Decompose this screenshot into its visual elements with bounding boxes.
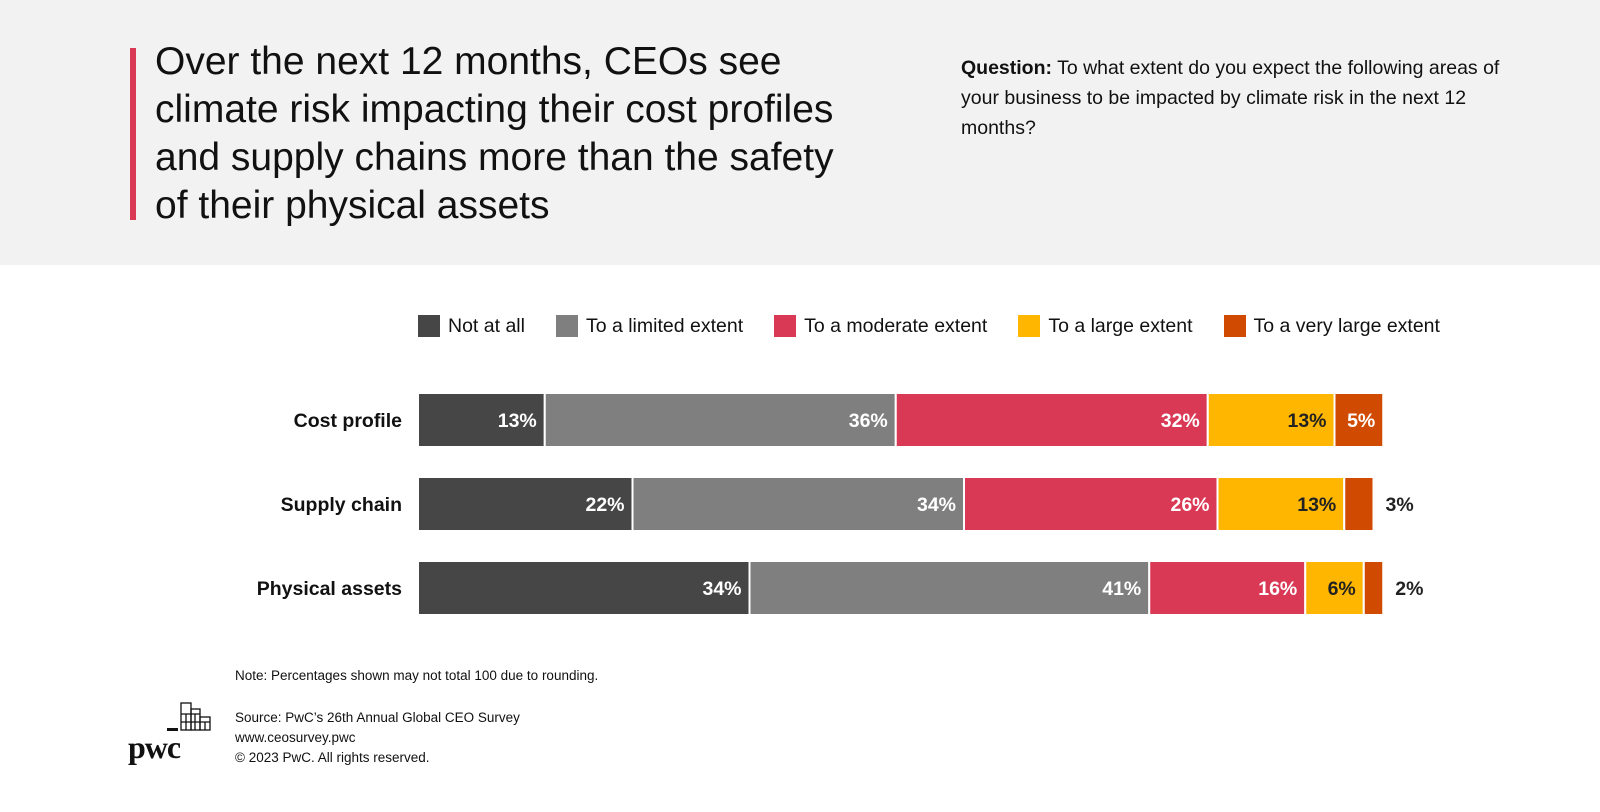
stacked-bar-chart: Cost profile 13% 36% 32% 13% 5% Supply chain 22… bbox=[257, 392, 1423, 616]
survey-question: Question: To what extent do you expect t… bbox=[961, 53, 1521, 143]
data-label: 22% bbox=[585, 494, 624, 516]
data-label: 16% bbox=[1258, 578, 1297, 600]
bar-segment bbox=[1216, 476, 1346, 532]
question-label: Question: bbox=[961, 57, 1052, 79]
legend-item: To a limited extent bbox=[555, 314, 744, 338]
page-title: Over the next 12 months, CEOs see climat… bbox=[155, 40, 834, 227]
data-label: 3% bbox=[1386, 494, 1414, 516]
bar-segment bbox=[963, 476, 1219, 532]
category-label: Physical assets bbox=[257, 578, 402, 600]
legend-item: Not at all bbox=[418, 315, 525, 338]
legend-item: To a moderate extent bbox=[774, 315, 987, 338]
accent-bar bbox=[130, 48, 136, 220]
bar-segment bbox=[1343, 476, 1375, 532]
legend-item: To a large extent bbox=[1018, 314, 1193, 338]
legend-swatch bbox=[555, 315, 578, 337]
data-label: 2% bbox=[1395, 578, 1423, 600]
legend-label: To a limited extent bbox=[585, 314, 744, 337]
bar-segment bbox=[748, 560, 1151, 616]
legend-swatch bbox=[774, 315, 797, 337]
data-label: 26% bbox=[1170, 494, 1209, 516]
legend-swatch bbox=[1223, 315, 1246, 337]
chart-legend: Not at all To a limited extent To a modera… bbox=[418, 314, 1471, 338]
legend-item: To a very large extent bbox=[1223, 314, 1440, 338]
bar-segment bbox=[1304, 560, 1365, 616]
header-band bbox=[0, 0, 1600, 265]
data-label: 41% bbox=[1102, 578, 1141, 600]
chart-note: Note: Percentages shown may not total 10… bbox=[235, 668, 599, 683]
data-label: 5% bbox=[1347, 410, 1375, 432]
pwc-logo: pwc bbox=[128, 702, 211, 765]
data-label: 6% bbox=[1328, 578, 1356, 600]
bar-segment bbox=[1333, 392, 1385, 448]
bar-segment bbox=[417, 392, 546, 448]
category-label: Cost profile bbox=[294, 410, 402, 432]
bar-segment bbox=[631, 476, 965, 532]
bar-segment bbox=[543, 392, 897, 448]
footer-credits: Source: PwC’s 26th Annual Global CEO Sur… bbox=[235, 708, 520, 768]
category-label: Supply chain bbox=[281, 494, 402, 516]
copyright-text: © 2023 PwC. All rights reserved. bbox=[235, 750, 430, 765]
legend-label: To a moderate extent bbox=[804, 314, 988, 337]
data-label: 34% bbox=[917, 494, 956, 516]
data-label: 13% bbox=[498, 410, 537, 432]
legend-label: To a very large extent bbox=[1253, 314, 1440, 337]
data-label: 13% bbox=[1297, 494, 1336, 516]
legend-label: Not at all bbox=[448, 314, 525, 337]
source-text: Source: PwC’s 26th Annual Global CEO Sur… bbox=[235, 710, 520, 725]
data-label: 36% bbox=[849, 410, 888, 432]
data-label: 32% bbox=[1161, 410, 1200, 432]
bar-segment bbox=[417, 560, 751, 616]
bar-segment bbox=[1362, 560, 1385, 616]
bar-segment bbox=[1148, 560, 1307, 616]
question-text: To what extent do you expect the followi… bbox=[961, 57, 1500, 139]
pwc-logo-text: pwc bbox=[128, 729, 181, 765]
bar-segment bbox=[894, 392, 1209, 448]
legend-swatch bbox=[418, 315, 440, 337]
legend-label: To a large extent bbox=[1048, 314, 1193, 337]
legend-swatch bbox=[1018, 315, 1041, 337]
data-label: 13% bbox=[1287, 410, 1326, 432]
survey-url: www.ceosurvey.pwc bbox=[235, 730, 356, 745]
data-label: 34% bbox=[702, 578, 741, 600]
